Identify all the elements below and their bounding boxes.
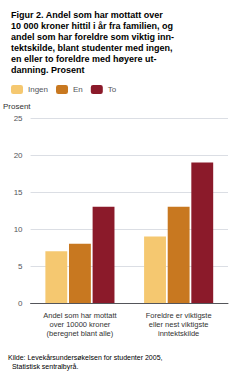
svg-text:10: 10 bbox=[14, 225, 23, 234]
svg-text:eller nest viktigste: eller nest viktigste bbox=[149, 320, 209, 329]
svg-text:10 000 kroner hittil i år fra: 10 000 kroner hittil i år fra familien, … bbox=[11, 21, 173, 31]
svg-text:15: 15 bbox=[14, 188, 23, 197]
svg-text:5: 5 bbox=[18, 262, 23, 271]
svg-text:andel som har foreldre som vik: andel som har foreldre som viktig inn- bbox=[11, 32, 174, 42]
svg-text:0: 0 bbox=[18, 299, 23, 308]
svg-text:25: 25 bbox=[14, 114, 23, 123]
svg-text:Figur 2. Andel som har mottatt: Figur 2. Andel som har mottatt over bbox=[11, 10, 163, 20]
svg-text:20: 20 bbox=[14, 151, 23, 160]
svg-text:Statistisk sentralbyrå.: Statistisk sentralbyrå. bbox=[8, 363, 78, 371]
svg-text:(beregnet blant alle): (beregnet blant alle) bbox=[47, 329, 114, 338]
svg-text:over 10000 kroner: over 10000 kroner bbox=[49, 320, 110, 329]
svg-text:Prosent: Prosent bbox=[3, 102, 31, 111]
svg-text:En: En bbox=[73, 85, 83, 94]
svg-text:Foreldre er viktigste: Foreldre er viktigste bbox=[146, 311, 212, 320]
svg-text:Andel som har mottatt: Andel som har mottatt bbox=[43, 311, 117, 320]
svg-text:Ingen: Ingen bbox=[28, 85, 48, 94]
svg-text:tektskilde, blant studenter me: tektskilde, blant studenter med ingen, bbox=[11, 43, 173, 53]
svg-text:Kilde: Levekårsundersøkelsen f: Kilde: Levekårsundersøkelsen for student… bbox=[8, 354, 163, 361]
svg-text:danning. Prosent: danning. Prosent bbox=[11, 65, 85, 75]
svg-text:To: To bbox=[108, 85, 117, 94]
svg-text:en eller to foreldre med høyer: en eller to foreldre med høyere ut- bbox=[11, 54, 157, 64]
svg-text:inntektskilde: inntektskilde bbox=[158, 329, 199, 338]
